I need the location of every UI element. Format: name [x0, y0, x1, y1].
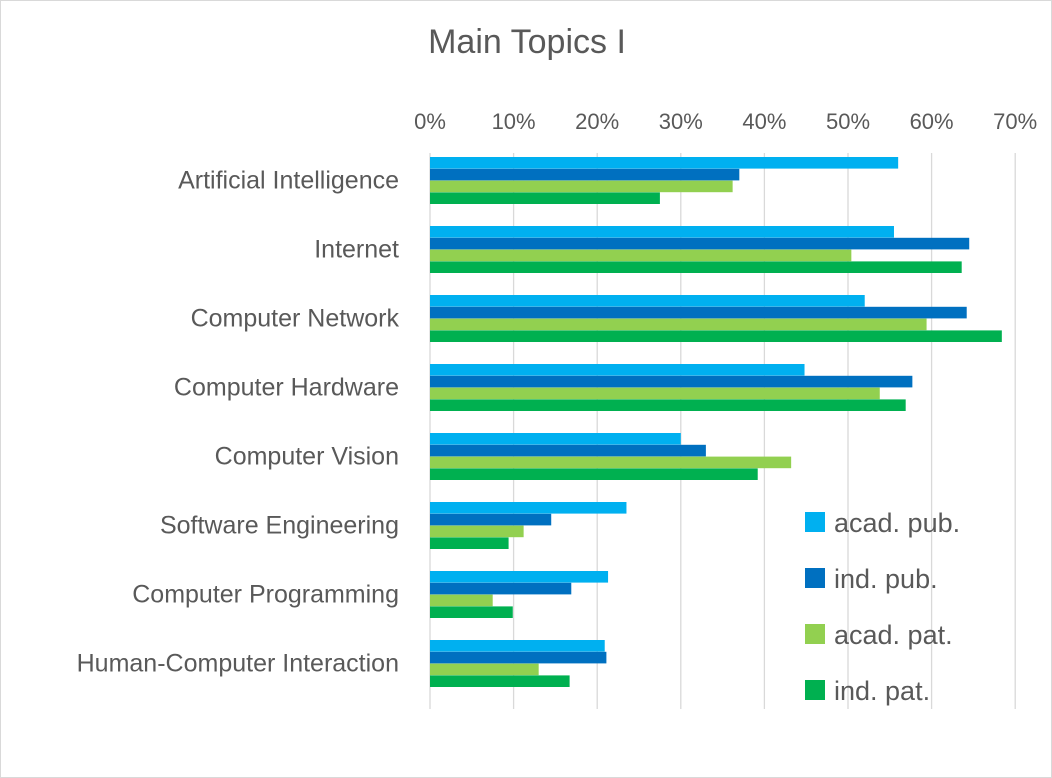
legend-label: ind. pat.: [834, 676, 930, 706]
bar: [430, 582, 572, 595]
bar: [430, 399, 906, 411]
legend-swatch: [805, 512, 825, 532]
category-label: Computer Programming: [132, 581, 399, 609]
bar: [430, 295, 865, 307]
bar: [430, 537, 509, 549]
category-label: Computer Network: [191, 305, 400, 333]
bar: [430, 180, 733, 193]
bar: [430, 330, 1002, 342]
bar: [430, 456, 792, 469]
category-label: Computer Hardware: [174, 374, 399, 402]
bar: [430, 675, 570, 687]
x-axis-ticks: 0% 10% 20% 30% 40% 50% 60% 70%: [414, 109, 1037, 134]
bar: [430, 594, 493, 607]
bar: [430, 502, 627, 514]
bar: [430, 444, 706, 457]
x-tick-label: 20%: [575, 109, 619, 134]
category-label: Internet: [314, 236, 399, 264]
bar: [430, 318, 927, 331]
bar: [430, 663, 539, 676]
bar: [430, 468, 758, 480]
bar: [430, 375, 913, 388]
bar: [430, 249, 852, 262]
legend-label: ind. pub.: [834, 564, 938, 594]
category-label: Human-Computer Interaction: [77, 650, 399, 678]
category-label: Artificial Intelligence: [178, 167, 399, 195]
category-labels: Artificial Intelligence Internet Computer …: [77, 167, 400, 678]
x-tick-label: 40%: [742, 109, 786, 134]
x-tick-label: 50%: [826, 109, 870, 134]
bar: [430, 571, 609, 583]
legend-label: acad. pub.: [834, 508, 960, 538]
legend-swatch: [805, 680, 825, 700]
x-tick-label: 10%: [492, 109, 536, 134]
bar: [430, 525, 524, 538]
bar: [430, 168, 740, 181]
chart-title: Main Topics I: [428, 23, 626, 61]
x-tick-label: 30%: [659, 109, 703, 134]
x-tick-label: 0%: [414, 109, 446, 134]
bar: [430, 261, 962, 273]
bar: [430, 226, 894, 238]
category-label: Computer Vision: [215, 443, 399, 471]
x-tick-label: 70%: [993, 109, 1037, 134]
bar: [430, 606, 513, 618]
bar: [430, 192, 660, 204]
bar: [430, 433, 681, 445]
bar: [430, 306, 967, 319]
bar: [430, 387, 880, 400]
legend-swatch: [805, 624, 825, 644]
bar: [430, 513, 552, 526]
bar: [430, 157, 899, 169]
category-label: Software Engineering: [160, 512, 399, 540]
bar: [430, 651, 607, 664]
legend-label: acad. pat.: [834, 620, 953, 650]
legend: acad. pub. ind. pub. acad. pat. ind. pat.: [805, 508, 960, 706]
bar: [430, 237, 970, 250]
legend-swatch: [805, 568, 825, 588]
bar: [430, 640, 605, 652]
bar: [430, 364, 805, 376]
bars: [430, 157, 1002, 687]
x-tick-label: 60%: [910, 109, 954, 134]
